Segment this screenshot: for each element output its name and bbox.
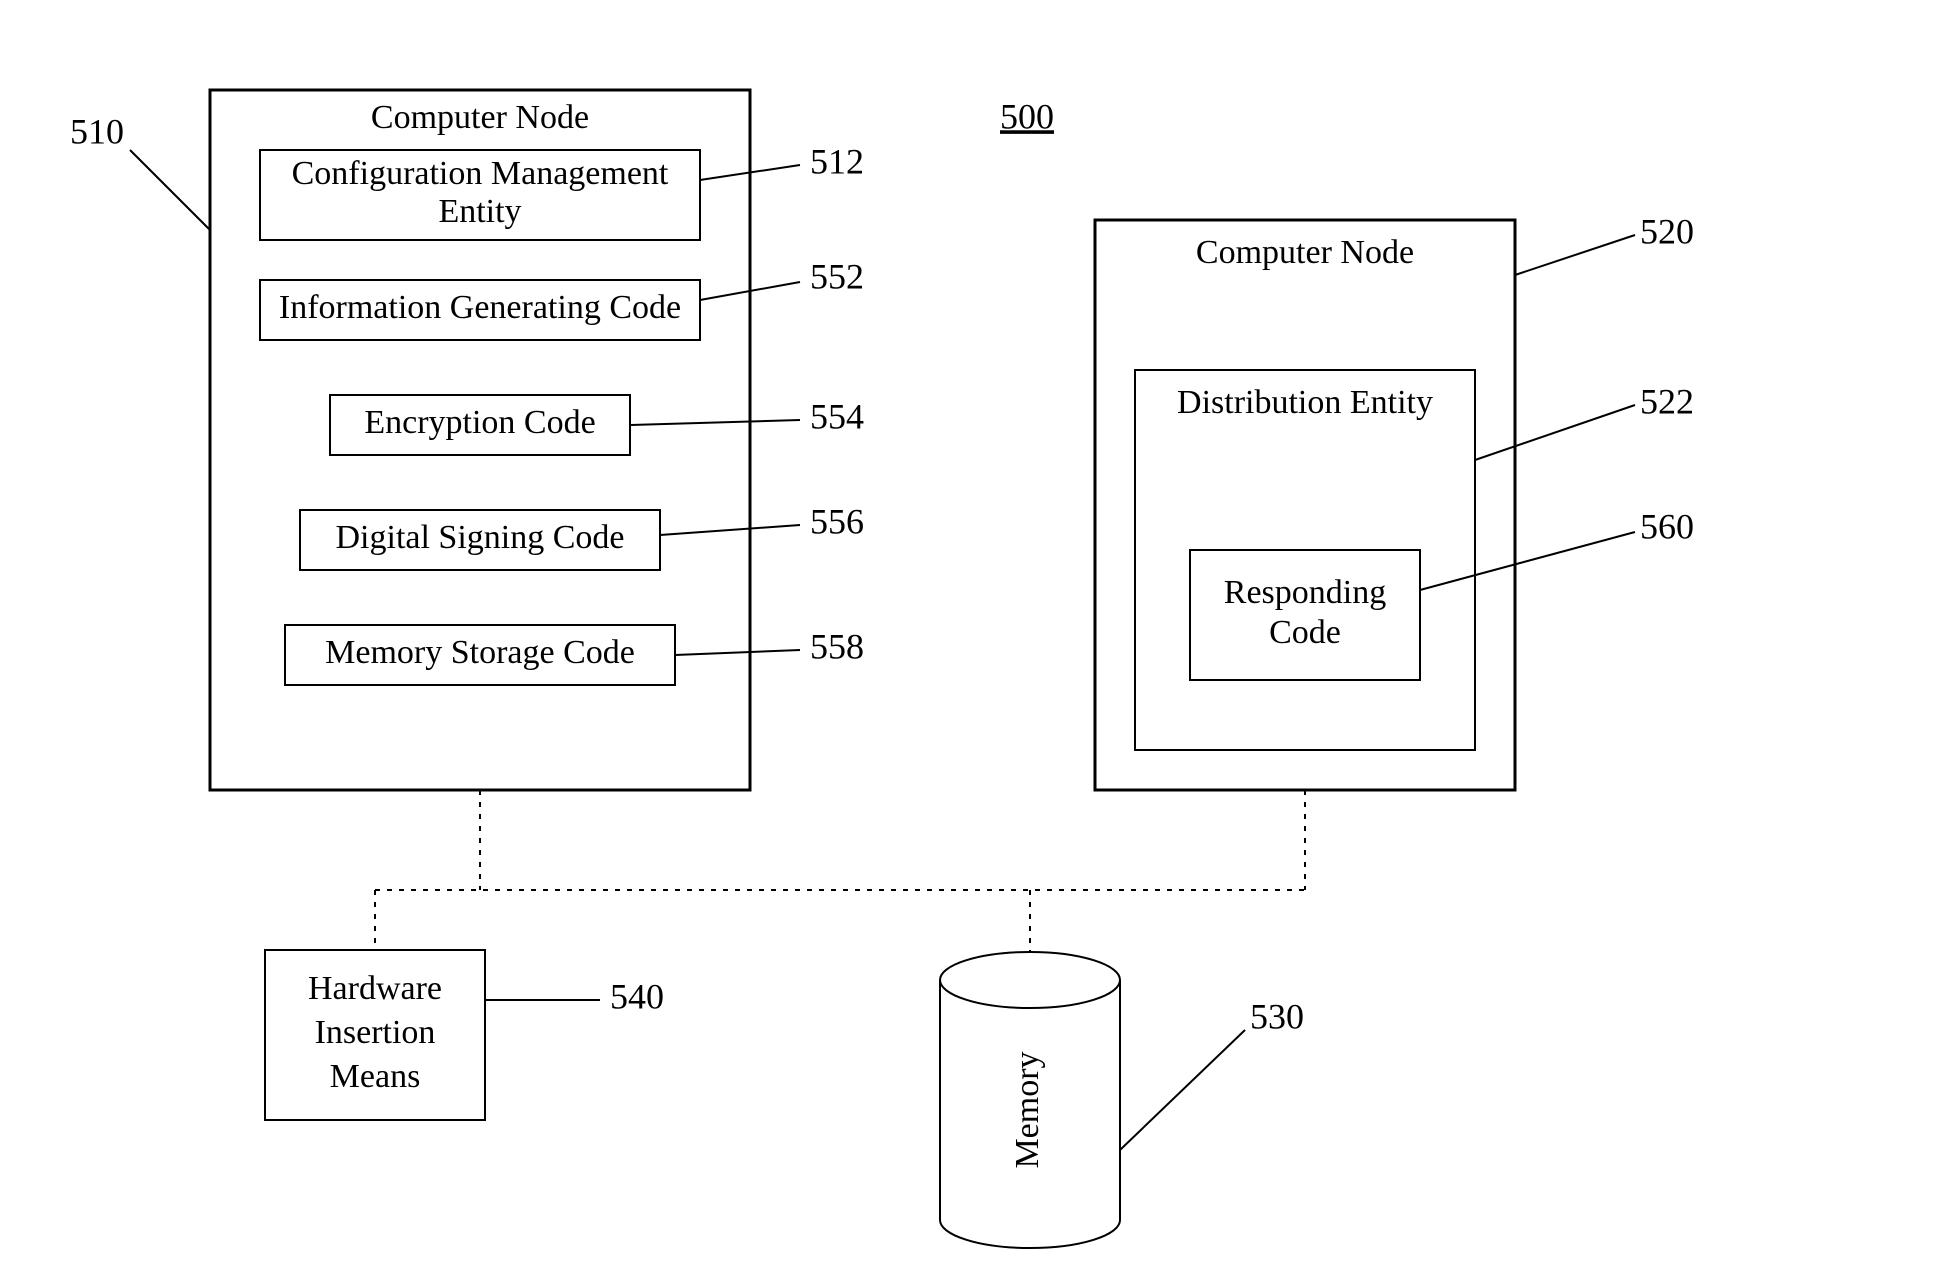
left-computer-node-title: Computer Node (371, 99, 589, 136)
responding-code-label-line-0: Responding (1224, 574, 1386, 611)
distribution-entity-box (1135, 370, 1475, 750)
leader-560 (1420, 532, 1635, 590)
ref-558: 558 (810, 626, 864, 666)
leader-558 (675, 650, 800, 655)
leader-530 (1120, 1030, 1245, 1150)
ref-530: 530 (1250, 996, 1304, 1036)
leader-556 (660, 525, 800, 535)
ref-512: 512 (810, 141, 864, 181)
figure-ref-500: 500 (1000, 96, 1054, 136)
memory-label: Memory (1009, 1051, 1046, 1168)
left-item-sign-label-line-0: Digital Signing Code (336, 519, 625, 556)
leader-554 (630, 420, 800, 425)
left-item-cfg-label-line-1: Entity (438, 193, 521, 230)
ref-560: 560 (1640, 506, 1694, 546)
left-item-mem-label-line-0: Memory Storage Code (325, 634, 635, 671)
distribution-entity-label: Distribution Entity (1177, 384, 1433, 421)
responding-code-label-line-1: Code (1269, 614, 1341, 651)
leader-522 (1475, 405, 1635, 460)
memory-cylinder-top (940, 952, 1120, 1008)
leader-520 (1515, 235, 1635, 275)
left-item-enc-label-line-0: Encryption Code (364, 404, 595, 441)
diagram-canvas: 500 Computer Node 510 Configuration Managem… (0, 0, 1938, 1269)
ref-540: 540 (610, 976, 664, 1016)
ref-520: 520 (1640, 211, 1694, 251)
left-item-info-label-line-0: Information Generating Code (279, 289, 681, 326)
hardware-insertion-means-label-line-2: Means (330, 1058, 421, 1095)
ref-554: 554 (810, 396, 864, 436)
leader-510 (130, 150, 210, 230)
ref-522: 522 (1640, 381, 1694, 421)
right-computer-node-box (1095, 220, 1515, 790)
hardware-insertion-means-label-line-1: Insertion (315, 1014, 436, 1051)
hardware-insertion-means-label-line-0: Hardware (308, 970, 442, 1007)
left-item-cfg-label-line-0: Configuration Management (292, 155, 669, 192)
right-computer-node-title: Computer Node (1196, 234, 1414, 271)
ref-510: 510 (70, 111, 124, 151)
ref-556: 556 (810, 501, 864, 541)
ref-552: 552 (810, 256, 864, 296)
memory-cylinder-bottom (940, 1220, 1120, 1248)
